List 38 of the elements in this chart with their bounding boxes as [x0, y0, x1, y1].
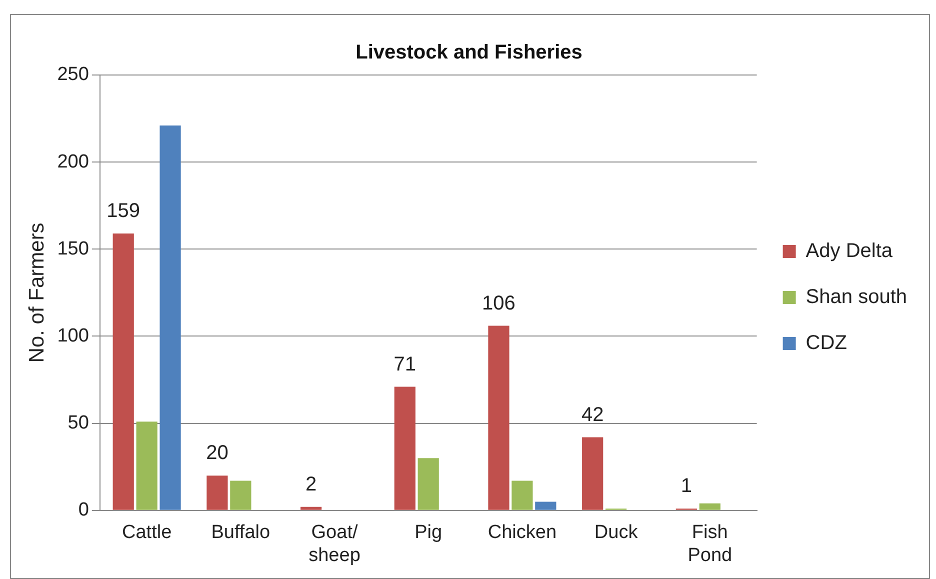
x-tick-label: Chicken	[488, 522, 557, 544]
y-tick-label: 100	[57, 325, 89, 346]
legend-label: Ady Delta	[806, 240, 894, 262]
bar	[136, 422, 158, 510]
legend-label: CDZ	[806, 332, 847, 354]
bar	[206, 476, 228, 510]
x-tick-label: Fish Pond	[688, 522, 732, 566]
x-tick-label: Duck	[594, 522, 638, 544]
data-label: 1	[680, 475, 692, 498]
bar	[582, 437, 604, 510]
bar	[112, 233, 134, 510]
bar	[512, 480, 533, 510]
y-tick-label: 250	[57, 64, 89, 86]
chart-title: Livestock and Fisheries	[356, 42, 582, 64]
x-tick-label: Goat/ sheep	[308, 522, 360, 566]
bar	[300, 506, 322, 510]
data-label: 106	[482, 292, 516, 314]
x-tick-label: Pig	[414, 522, 442, 544]
x-tick-label: Cattle	[122, 522, 172, 544]
bar	[488, 326, 510, 510]
data-label: 20	[206, 442, 228, 464]
bar	[418, 458, 439, 510]
data-label: 71	[394, 353, 416, 376]
y-tick-label: 150	[57, 238, 89, 260]
y-tick-label: 200	[57, 151, 89, 172]
bar	[394, 386, 416, 510]
data-label: 159	[106, 200, 140, 222]
y-axis-title: No. of Farmers	[25, 222, 48, 363]
legend-label: Shan south	[806, 286, 908, 308]
bar	[699, 503, 720, 510]
bar	[160, 126, 181, 510]
data-label: 42	[581, 404, 604, 426]
bar	[535, 502, 556, 510]
y-tick-label: 50	[68, 412, 89, 434]
x-tick-label: Buffalo	[211, 522, 270, 544]
y-tick-label: 0	[78, 500, 89, 521]
bar	[230, 480, 252, 510]
data-label: 2	[305, 473, 317, 496]
